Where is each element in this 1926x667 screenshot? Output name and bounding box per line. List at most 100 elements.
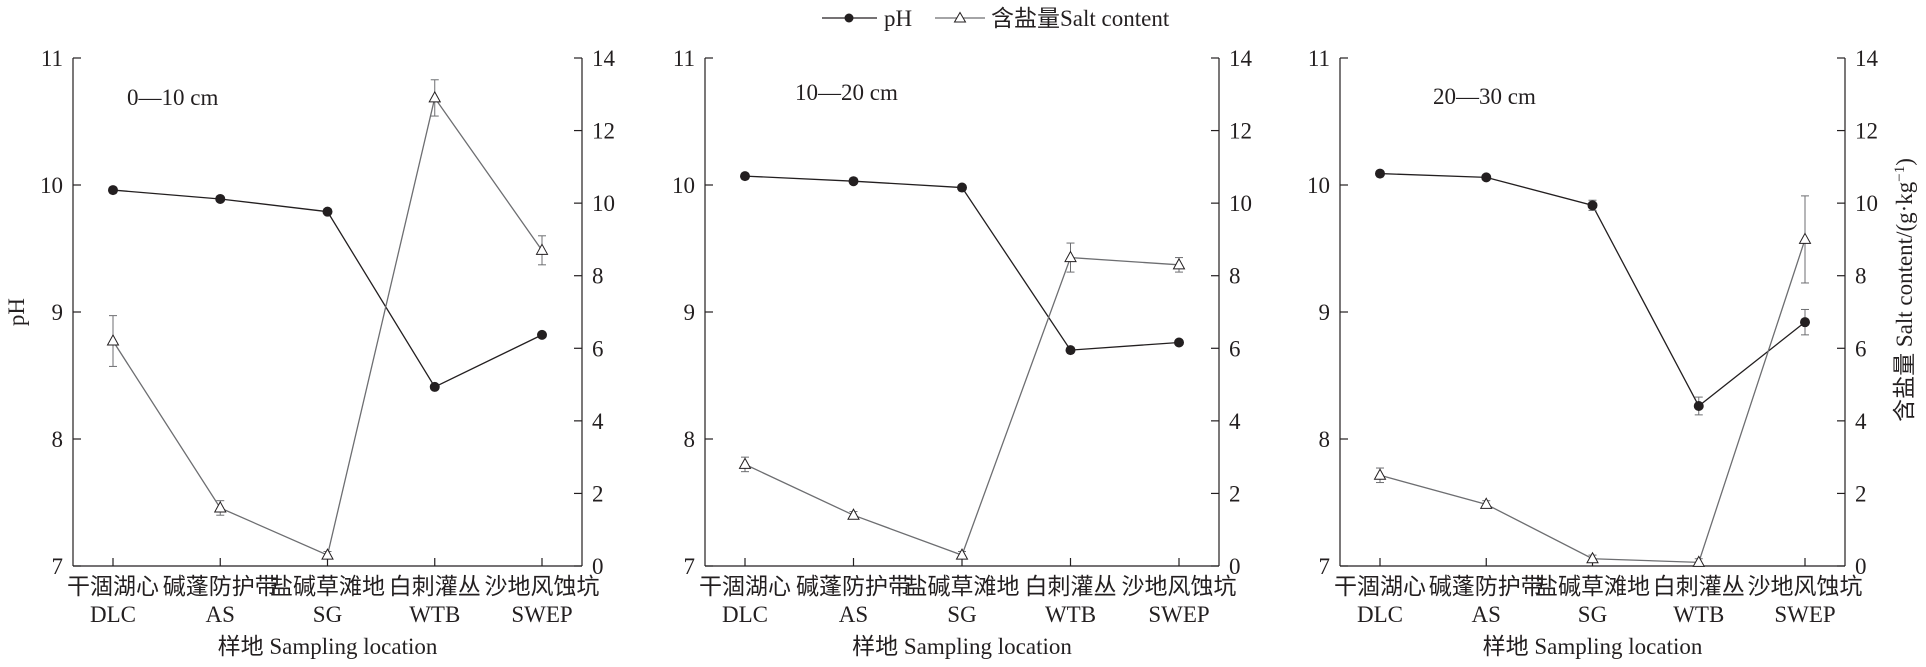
ph-point xyxy=(108,185,118,196)
salt-point xyxy=(1172,257,1186,270)
x-tick-label-cn: 沙地风蚀坑 xyxy=(485,574,600,599)
ph-series-line xyxy=(744,175,1180,351)
x-tick-label-cn: 白刺灌丛 xyxy=(389,574,481,599)
x-tick-label-en: AS xyxy=(206,602,235,627)
ph-point xyxy=(957,182,967,193)
right-tick-label: 10 xyxy=(592,191,615,216)
left-tick-label: 11 xyxy=(673,46,695,71)
ph-point xyxy=(1693,400,1704,411)
x-tick-label-cn: 沙地风蚀坑 xyxy=(1748,574,1863,599)
right-tick-label: 6 xyxy=(592,336,604,361)
salt-point xyxy=(428,90,442,103)
right-tick-label: 12 xyxy=(1855,119,1878,144)
x-tick-label-cn: 盐碱草滩地 xyxy=(270,574,385,599)
right-tick-label: 6 xyxy=(1229,336,1241,361)
legend-salt-marker xyxy=(953,11,967,23)
left-tick-label: 8 xyxy=(1319,427,1331,452)
salt-point xyxy=(1692,555,1706,567)
ph-point xyxy=(1481,172,1492,183)
salt-series-line xyxy=(744,256,1180,556)
panel-depth-label: 10—20 cm xyxy=(795,80,898,105)
legend-ph-label: pH xyxy=(884,6,912,31)
panel-depth-label: 0—10 cm xyxy=(127,85,218,110)
x-tick-label-en: SWEP xyxy=(511,602,572,627)
x-tick-label-en: WTB xyxy=(409,602,460,627)
right-tick-label: 4 xyxy=(1855,409,1867,434)
salt-series-line xyxy=(1379,239,1806,564)
x-tick-label-en: SWEP xyxy=(1774,602,1835,627)
salt-series-line xyxy=(112,96,543,557)
ph-series-line xyxy=(112,189,543,388)
right-tick-label: 4 xyxy=(592,409,604,434)
left-tick-label: 7 xyxy=(52,554,64,579)
left-tick-label: 7 xyxy=(684,554,696,579)
chart-panel-3: 7 8 9 10 11 0 2 4 6 8 10 12 14 干涸湖心 DLC 碱蓬防护带 AS 盐碱草滩地 SG 白… xyxy=(1307,46,1879,659)
right-tick-label: 10 xyxy=(1855,191,1878,216)
right-tick-label: 2 xyxy=(592,481,604,506)
ph-point xyxy=(215,193,226,204)
x-tick-label-en: DLC xyxy=(722,602,768,627)
x-tick-label-cn: 干涸湖心 xyxy=(1334,574,1426,599)
legend-ph-marker xyxy=(844,13,854,23)
salt-point xyxy=(106,333,120,346)
right-tick-label: 14 xyxy=(1855,46,1879,71)
x-tick-label-cn: 盐碱草滩地 xyxy=(905,574,1020,599)
right-tick-label: 14 xyxy=(592,46,616,71)
x-tick-label-cn: 干涸湖心 xyxy=(67,574,159,599)
salt-point xyxy=(213,500,227,513)
left-tick-label: 9 xyxy=(52,300,64,325)
x-tick-label-en: WTB xyxy=(1045,602,1096,627)
right-tick-label: 0 xyxy=(1229,554,1241,579)
legend-salt-label: 含盐量Salt content xyxy=(991,6,1170,31)
right-tick-label: 2 xyxy=(1229,481,1241,506)
x-tick-label-en: SG xyxy=(947,602,976,627)
right-tick-label: 6 xyxy=(1855,336,1867,361)
x-tick-label-cn: 白刺灌丛 xyxy=(1025,574,1117,599)
left-tick-label: 9 xyxy=(684,300,696,325)
salt-point xyxy=(1064,250,1077,263)
left-tick-label: 10 xyxy=(1307,173,1330,198)
ph-point xyxy=(1800,317,1810,328)
left-tick-label: 9 xyxy=(1319,300,1331,325)
x-tick-label-en: DLC xyxy=(90,602,136,627)
left-tick-label: 11 xyxy=(41,46,63,71)
left-tick-label: 10 xyxy=(40,173,63,198)
ph-point xyxy=(322,206,333,217)
ph-point xyxy=(537,329,547,340)
left-tick-label: 7 xyxy=(1319,554,1331,579)
x-tick-label-cn: 干涸湖心 xyxy=(699,574,791,599)
right-tick-label: 4 xyxy=(1229,409,1241,434)
salt-point xyxy=(955,548,969,560)
right-tick-label: 0 xyxy=(592,554,604,579)
x-tick-label-en: DLC xyxy=(1357,602,1403,627)
x-tick-label-en: AS xyxy=(1472,602,1501,627)
x-tick-label-en: SG xyxy=(1578,602,1607,627)
left-tick-label: 8 xyxy=(52,427,64,452)
salt-point xyxy=(1798,232,1812,244)
chart-panel-1: 7 8 9 10 11 0 2 4 6 8 10 12 14 干涸湖心 DLC 碱蓬防护带 AS 盐碱草滩地 SG 白… xyxy=(40,46,616,659)
x-tick-label-cn: 碱蓬防护带 xyxy=(163,574,278,599)
right-tick-label: 12 xyxy=(1229,119,1252,144)
y-axis-left-title: pH xyxy=(4,298,29,326)
right-tick-label: 8 xyxy=(1229,264,1241,289)
salt-point xyxy=(1479,497,1493,509)
ph-point xyxy=(1587,200,1598,211)
ph-point xyxy=(429,381,440,392)
panel-depth-label: 20—30 cm xyxy=(1433,84,1536,109)
x-axis-title: 样地 Sampling location xyxy=(852,634,1072,659)
x-tick-label-cn: 盐碱草滩地 xyxy=(1535,574,1650,599)
salt-point xyxy=(847,508,860,520)
x-axis-title: 样地 Sampling location xyxy=(218,634,438,659)
x-tick-label-cn: 碱蓬防护带 xyxy=(796,574,911,599)
right-tick-label: 0 xyxy=(1855,554,1867,579)
right-tick-label: 14 xyxy=(1229,46,1253,71)
right-tick-label: 12 xyxy=(592,119,615,144)
right-tick-label: 10 xyxy=(1229,191,1252,216)
right-tick-label: 2 xyxy=(1855,481,1867,506)
legend: pH 含盐量Salt content xyxy=(822,6,1170,31)
salt-point xyxy=(535,243,549,255)
ph-point xyxy=(740,171,750,182)
left-tick-label: 10 xyxy=(672,173,695,198)
y-axis-right-title: 含盐量 Salt content/(g·kg−1) xyxy=(1892,158,1917,422)
